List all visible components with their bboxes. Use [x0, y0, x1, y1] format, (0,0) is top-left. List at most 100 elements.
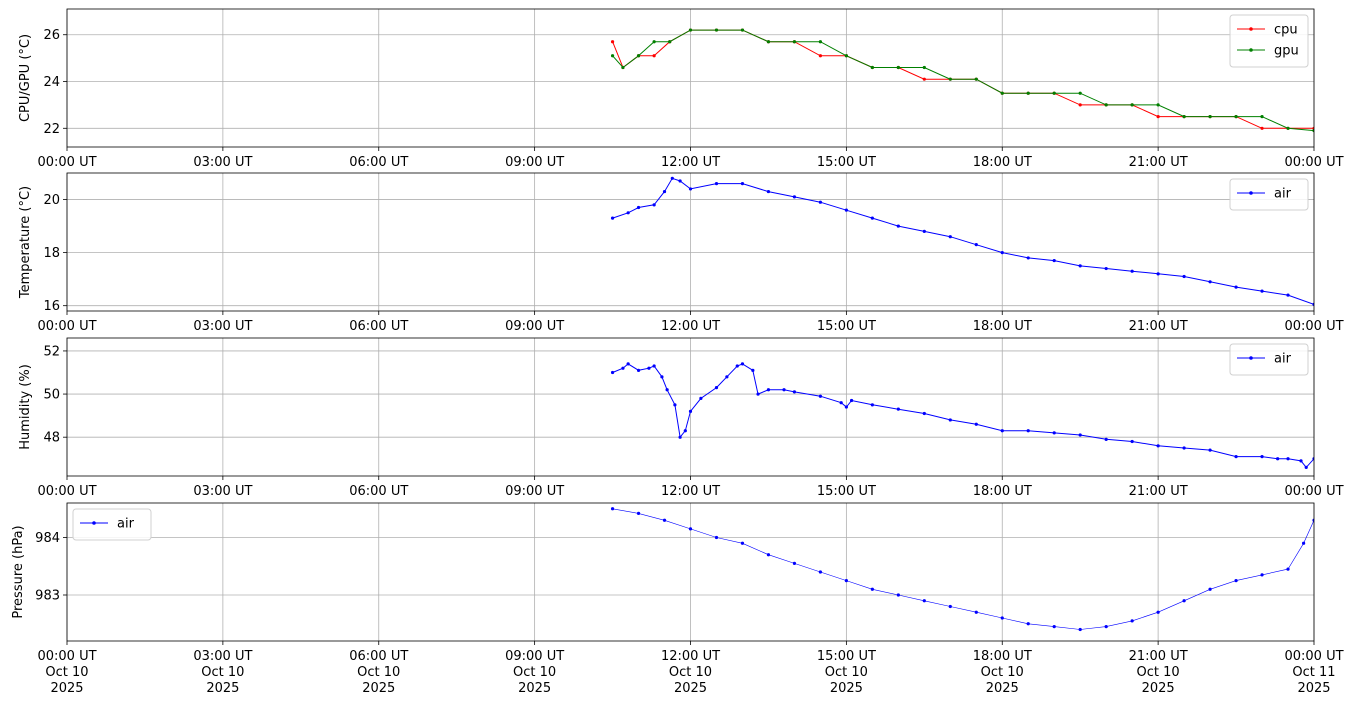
data-point — [844, 405, 848, 409]
data-point — [818, 40, 822, 44]
data-point — [610, 40, 615, 44]
data-point — [1026, 429, 1030, 433]
data-point — [766, 189, 771, 194]
legend-box — [1229, 343, 1309, 376]
x-tick-label: 09:00 UT — [505, 484, 564, 499]
legend-marker-air — [92, 521, 96, 525]
data-point — [1000, 91, 1004, 95]
x-tick-label: 12:00 UT — [661, 484, 720, 499]
x-tick-label: 12:00 UT — [661, 155, 720, 170]
legend-box — [1229, 178, 1309, 211]
data-point — [1078, 103, 1082, 107]
data-point — [896, 65, 900, 70]
legend: air — [1229, 178, 1309, 211]
data-point — [1286, 126, 1290, 130]
y-tick-label: 18 — [43, 246, 60, 261]
data-point — [1286, 567, 1290, 571]
x-tick-label: 15:00 UT — [817, 649, 876, 664]
data-point — [652, 203, 656, 207]
data-point — [1130, 439, 1134, 444]
x-tick-year-label: 2025 — [674, 681, 707, 696]
data-point — [626, 211, 630, 215]
x-tick-year-label: 2025 — [1297, 681, 1330, 696]
data-point — [678, 435, 682, 439]
x-tick-date-label: Oct 10 — [669, 665, 712, 680]
x-tick-label: 18:00 UT — [973, 649, 1032, 664]
y-tick-label: 52 — [43, 344, 60, 359]
data-point — [1234, 454, 1238, 459]
legend: air — [1229, 343, 1309, 376]
panel-3: 48 50 52 00:00 UT 03:00 UT 06:00 UT 09:00 UT 12… — [18, 337, 1344, 499]
data-point — [1260, 289, 1264, 293]
data-point — [714, 385, 719, 390]
data-point — [1234, 579, 1238, 583]
x-tick-year-label: 2025 — [206, 681, 239, 696]
data-point — [1286, 293, 1290, 297]
data-point — [740, 28, 745, 32]
data-point — [665, 388, 669, 392]
panel-2: 16 18 20 00:00 UT 03:00 UT 06:00 UT 09:00 UT 12… — [18, 172, 1344, 334]
x-tick-year-label: 2025 — [1142, 681, 1175, 696]
data-point — [974, 610, 978, 614]
data-point — [714, 28, 719, 32]
data-point — [688, 28, 693, 32]
data-point — [1234, 114, 1238, 119]
x-tick-date-label: Oct 10 — [825, 665, 868, 680]
y-axis-label: CPU/GPU (°C) — [18, 34, 33, 122]
data-point — [1052, 431, 1056, 435]
data-point — [1156, 610, 1160, 614]
y-tick-label: 26 — [43, 28, 60, 43]
data-point — [636, 54, 641, 58]
data-point — [1182, 446, 1186, 450]
x-tick-label: 18:00 UT — [973, 155, 1032, 170]
x-tick-label: 09:00 UT — [505, 155, 564, 170]
data-point — [670, 176, 674, 180]
data-point — [818, 394, 822, 398]
data-point — [844, 208, 848, 212]
data-point — [870, 216, 874, 220]
data-point — [839, 401, 843, 405]
data-point — [621, 366, 625, 370]
legend-box — [72, 508, 152, 541]
x-tick-label: 21:00 UT — [1129, 484, 1188, 499]
data-point — [1000, 251, 1004, 255]
legend-label-gpu: gpu — [1274, 44, 1299, 59]
data-point — [668, 40, 672, 44]
legend-label-air: air — [1274, 187, 1292, 202]
data-point — [792, 390, 797, 394]
data-point — [870, 587, 874, 591]
data-point — [1052, 91, 1056, 95]
x-tick-label: 18:00 UT — [973, 319, 1032, 334]
data-point — [766, 553, 771, 557]
data-point — [610, 370, 615, 375]
data-point — [660, 375, 664, 379]
legend-marker-air — [1249, 356, 1253, 360]
data-point — [1104, 437, 1108, 441]
data-point — [1078, 91, 1082, 95]
legend-label-air: air — [117, 517, 135, 532]
x-tick-label: 06:00 UT — [349, 155, 408, 170]
data-point — [922, 77, 926, 81]
data-point — [766, 388, 771, 392]
data-point — [1208, 587, 1212, 591]
x-tick-date-label: Oct 10 — [357, 665, 400, 680]
data-point — [1130, 619, 1134, 623]
x-tick-label: 00:00 UT — [37, 649, 96, 664]
series-group — [610, 507, 1314, 632]
legend: cpu gpu — [1229, 14, 1309, 68]
y-axis-label: Humidity (%) — [18, 364, 33, 450]
legend-marker-air — [1249, 191, 1253, 195]
data-point — [699, 396, 703, 400]
data-point — [792, 561, 797, 565]
x-tick-label: 21:00 UT — [1129, 155, 1188, 170]
data-point — [610, 216, 615, 220]
data-point — [1000, 429, 1004, 433]
data-point — [1208, 280, 1212, 284]
data-point — [792, 195, 797, 199]
data-point — [751, 368, 755, 372]
x-tick-label: 00:00 UT — [1284, 484, 1343, 499]
data-point — [1026, 91, 1030, 95]
data-point — [740, 362, 745, 366]
data-point — [948, 235, 952, 239]
